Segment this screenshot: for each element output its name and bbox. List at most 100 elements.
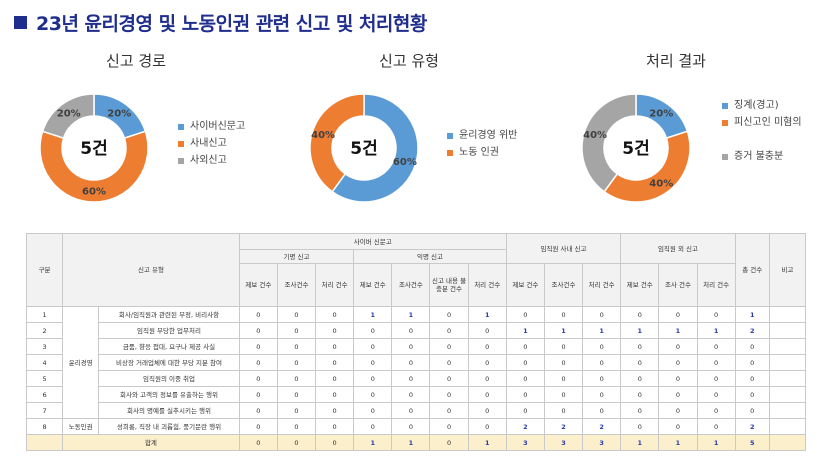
- table-cell: [768, 306, 807, 323]
- table-cell: 0: [238, 322, 278, 339]
- group-label-ethics: 윤리경영: [62, 306, 100, 419]
- legend-item: 노동 인권: [447, 147, 517, 164]
- table-cell: 0: [353, 354, 393, 371]
- table-cell: 1: [543, 322, 584, 339]
- table-cell: 0: [276, 418, 317, 435]
- table-cell: 0: [276, 306, 317, 323]
- table-cell: 6: [25, 386, 64, 403]
- table-cell: 1: [467, 434, 507, 451]
- table-cell: [768, 322, 807, 339]
- subheader: 처리 건수: [582, 263, 622, 307]
- donut-center-label: 5건: [80, 139, 107, 159]
- table-cell: 0: [429, 306, 469, 323]
- table-cell: 0: [276, 386, 317, 403]
- table-cell: 0: [620, 402, 660, 419]
- table-cell: 7: [25, 402, 64, 419]
- legend-swatch-icon: [178, 141, 184, 147]
- table-row: 5 임직원의 이중 취업 0 0 0 0 0 0 0 0 0 0 0 0 0 0: [25, 370, 807, 387]
- legend-item: 사이버신문고: [178, 121, 245, 138]
- table-cell: [25, 434, 64, 451]
- table-cell: 0: [582, 354, 622, 371]
- table-cell: 0: [543, 338, 584, 355]
- legend-label: 사이버신문고: [190, 121, 246, 132]
- header-note: 비고: [768, 233, 807, 307]
- table-cell: 0: [505, 402, 545, 419]
- legend-result: 징계(경고) 피신고인 미혐의 증거 불충분: [722, 100, 804, 168]
- table-row: 4 비상장 거래업체에 대한 부당 지분 참여 0 0 0 0 0 0 0 0 0 0 0 0 0 0: [25, 354, 807, 371]
- table-cell: 0: [353, 418, 393, 435]
- table-cell: 0: [429, 418, 469, 435]
- table-cell: 0: [276, 322, 317, 339]
- page-title-row: 23년 윤리경영 및 노동인권 관련 신고 및 처리현황: [14, 8, 427, 36]
- table-cell: [768, 386, 807, 403]
- table-cell: 0: [543, 370, 584, 387]
- donut-chart-result: 20% 40% 40% 5건: [581, 93, 691, 203]
- table-cell: 0: [658, 386, 698, 403]
- table-cell: 0: [582, 370, 622, 387]
- table-cell: 5: [734, 434, 770, 451]
- table-cell: 0: [315, 354, 355, 371]
- legend-label: 피신고인 미혐의: [734, 117, 802, 128]
- donut-center-label: 5건: [622, 139, 649, 159]
- table-cell: 0: [696, 402, 736, 419]
- legend-swatch-icon: [722, 120, 728, 126]
- legend-item: 사외신고: [178, 155, 245, 172]
- table-cell: 1: [505, 322, 545, 339]
- table-cell: 0: [276, 354, 317, 371]
- table-cell: 0: [391, 354, 431, 371]
- table-cell: 0: [696, 338, 736, 355]
- legend-item: 사내신고: [178, 138, 245, 155]
- table-cell: 0: [505, 306, 545, 323]
- table-cell: 0: [467, 322, 507, 339]
- table-cell: 0: [658, 402, 698, 419]
- table-cell: 0: [467, 386, 507, 403]
- legend-type: 윤리경영 위반 노동 인권: [447, 130, 517, 164]
- table-cell: 3: [582, 434, 622, 451]
- table-cell: 0: [696, 306, 736, 323]
- table-cell: 0: [467, 354, 507, 371]
- table-cell: [768, 434, 807, 451]
- table-cell: 1: [582, 322, 622, 339]
- legend-swatch-icon: [178, 124, 184, 130]
- table-cell: 0: [696, 386, 736, 403]
- page-title: 23년 윤리경영 및 노동인권 관련 신고 및 처리현황: [36, 12, 427, 35]
- table-cell: 8: [25, 418, 64, 435]
- table-row: 2 임직원 부당한 업무처리 0 0 0 0 0 0 0 1 1 1 1 1 1 2: [25, 322, 807, 339]
- table-cell: 4: [25, 354, 64, 371]
- legend-label: 사내신고: [190, 138, 227, 149]
- table-cell: 0: [734, 386, 770, 403]
- table-cell: 5: [25, 370, 64, 387]
- table-cell: 0: [620, 306, 660, 323]
- table-row: 8 노동인권 성희롱, 직장 내 괴롭힘, 풍기문란 행위 0 0 0 0 0 0 0 2 2 2 0 0 0…: [25, 418, 807, 435]
- table-cell: 0: [315, 418, 355, 435]
- subheader: 조사 건수: [658, 263, 698, 307]
- table-cell: 0: [429, 434, 469, 451]
- table-cell: 0: [543, 386, 584, 403]
- table-cell: 0: [238, 338, 278, 355]
- table-cell: 0: [276, 370, 317, 387]
- slice-value-label: 20%: [57, 109, 81, 120]
- table-cell: 2: [25, 322, 64, 339]
- table-cell: 0: [429, 338, 469, 355]
- table-cell: 0: [429, 386, 469, 403]
- legend-label: 징계(경고): [734, 100, 779, 111]
- table-cell: 0: [315, 402, 355, 419]
- table-cell: 0: [505, 338, 545, 355]
- table-cell: 0: [582, 386, 622, 403]
- table-cell: 0: [353, 386, 393, 403]
- table-cell: 0: [467, 418, 507, 435]
- header-external: 임직원 외 신고: [620, 233, 736, 264]
- table-cell: 임직원의 이중 취업: [98, 370, 240, 387]
- report-status-table: 구분 신고 유형 사이버 신문고 임직원 사내 신고 임직원 외 신고 총 건수…: [25, 233, 807, 451]
- table-cell: [768, 338, 807, 355]
- table-cell: 금품, 향응 접대, 요구나 제공 사실: [98, 338, 240, 355]
- table-cell: 회사와 고객의 정보를 유출하는 행위: [98, 386, 240, 403]
- slice-value-label: 40%: [583, 130, 607, 141]
- table-cell: [768, 370, 807, 387]
- table-cell: 0: [391, 386, 431, 403]
- table-cell: 0: [734, 338, 770, 355]
- slice-value-label: 60%: [82, 187, 106, 198]
- subheader: 조사건수: [276, 263, 317, 307]
- table-cell: 2: [582, 418, 622, 435]
